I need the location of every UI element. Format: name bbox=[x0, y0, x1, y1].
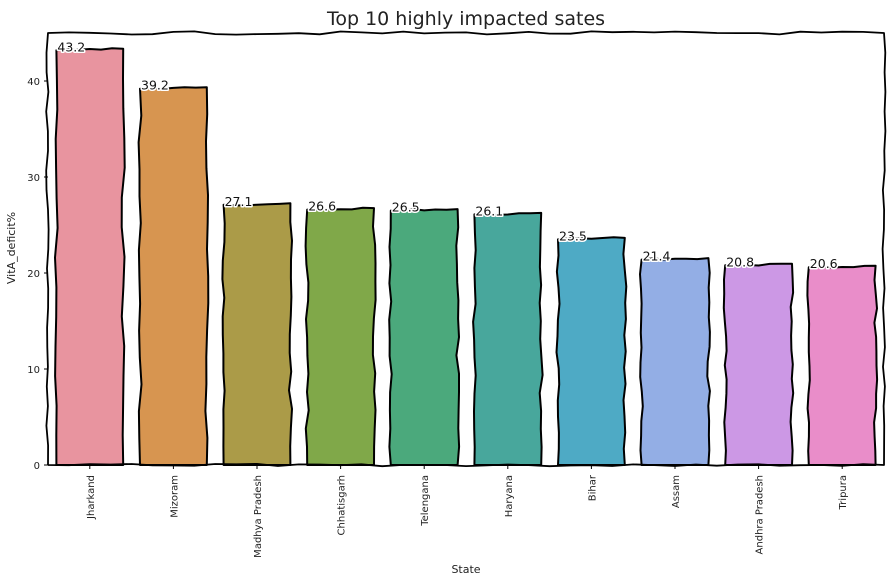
value-label-jharkand: 43.2 bbox=[57, 39, 85, 54]
value-label-haryana: 26.1 bbox=[475, 203, 503, 218]
bar-tripura bbox=[806, 264, 879, 466]
y-tick-label: 20 bbox=[27, 269, 40, 280]
bar-telengana bbox=[388, 208, 461, 466]
x-axis-ticks: Jharkand Mizoram Madhya Pradesh Chhatisgarh… bbox=[86, 465, 849, 558]
x-tick-label: Bihar bbox=[587, 474, 598, 501]
bar-jharkand bbox=[54, 47, 126, 466]
x-tick-label: Chhatisgarh bbox=[337, 475, 348, 535]
y-tick-label: 0 bbox=[34, 461, 40, 472]
bars-layer bbox=[54, 47, 879, 466]
x-tick-label: Andhra Pradesh bbox=[755, 475, 766, 554]
value-label-andhra-pradesh: 20.8 bbox=[726, 254, 754, 269]
x-tick-label: Telengana bbox=[420, 475, 431, 527]
bar-madhya-pradesh bbox=[221, 202, 293, 466]
bar-haryana bbox=[472, 211, 544, 466]
bar-bihar bbox=[555, 236, 628, 466]
y-tick-label: 30 bbox=[27, 173, 40, 184]
value-label-madhya-pradesh: 27.1 bbox=[225, 194, 253, 209]
bar-assam bbox=[639, 257, 711, 466]
y-tick-label: 10 bbox=[27, 365, 40, 376]
value-label-telengana: 26.5 bbox=[392, 200, 420, 215]
x-tick-label: Jharkand bbox=[86, 475, 97, 520]
chart-title: Top 10 highly impacted sates bbox=[326, 8, 605, 30]
value-label-tripura: 20.6 bbox=[810, 256, 838, 271]
x-tick-label: Madhya Pradesh bbox=[253, 475, 264, 558]
value-label-mizoram: 39.2 bbox=[141, 78, 169, 93]
bar-chhatisgarh bbox=[304, 206, 377, 466]
value-label-bihar: 23.5 bbox=[559, 228, 587, 243]
x-axis-label: State bbox=[451, 563, 480, 576]
x-tick-label: Haryana bbox=[504, 475, 515, 517]
x-tick-label: Tripura bbox=[838, 475, 849, 510]
value-labels: 43.2 39.2 27.1 26.6 26.5 26.1 23.5 21.4 20.8 20.6 bbox=[56, 38, 839, 273]
y-axis-ticks: 0 10 20 30 40 bbox=[27, 77, 48, 472]
value-label-assam: 21.4 bbox=[643, 249, 671, 264]
y-tick-label: 40 bbox=[27, 77, 40, 88]
x-tick-label: Assam bbox=[671, 475, 682, 508]
x-tick-label: Mizoram bbox=[169, 475, 180, 518]
plot-frame-border bbox=[45, 30, 887, 468]
y-axis-label: VitA_deficit% bbox=[5, 212, 18, 284]
plot-frame bbox=[45, 30, 887, 468]
value-label-chhatisgarh: 26.6 bbox=[308, 199, 336, 214]
bar-andhra-pradesh bbox=[722, 262, 795, 466]
bar-mizoram bbox=[137, 86, 210, 466]
